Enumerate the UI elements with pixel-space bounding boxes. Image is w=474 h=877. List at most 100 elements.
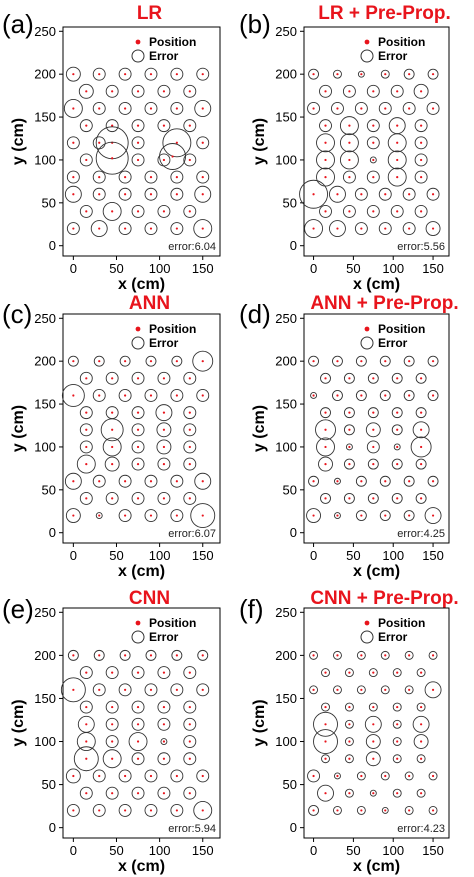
position-dot (201, 688, 204, 691)
position-dot (396, 377, 399, 380)
error-circle (415, 407, 427, 419)
error-circle (183, 371, 197, 385)
error-circle (334, 772, 341, 780)
y-tick-label: 50 (283, 777, 297, 792)
position-dot (336, 227, 339, 230)
position-dot (136, 445, 140, 449)
error-circle (183, 752, 197, 766)
error-circle (414, 170, 428, 184)
position-dot (149, 774, 153, 778)
error-circle (412, 421, 430, 439)
error-circle (344, 754, 354, 764)
position-dot (111, 792, 114, 795)
position-dot (312, 654, 315, 657)
position-dot (124, 107, 127, 110)
y-tick-label: 100 (34, 734, 56, 749)
position-dot (201, 193, 204, 196)
error-circle (380, 685, 390, 695)
error-circle (364, 715, 382, 733)
error-circle (100, 418, 124, 442)
y-tick-label: 50 (283, 482, 297, 497)
error-circle (118, 222, 132, 236)
position-dot (85, 792, 88, 795)
position-dot (85, 705, 88, 709)
axes-frame (303, 26, 450, 257)
error-circle (157, 204, 171, 218)
position-dot (372, 377, 375, 380)
error-circle (92, 102, 106, 115)
error-circle (427, 475, 439, 487)
y-tick-label: 50 (42, 195, 56, 210)
legend-position-label: Position (378, 35, 425, 49)
error-circle (319, 84, 332, 98)
error-circle (144, 187, 158, 201)
position-dot (162, 210, 166, 213)
error-circle (369, 789, 377, 797)
error-circle (355, 390, 367, 401)
error-circle (156, 422, 172, 438)
error-circle (309, 685, 319, 695)
error-circle (183, 457, 197, 471)
error-circle (157, 84, 171, 98)
position-dot (85, 124, 88, 127)
error-circle (368, 668, 378, 678)
x-tick-label: 0 (310, 548, 317, 563)
y-tick-label: 100 (275, 152, 297, 167)
position-dot (124, 175, 127, 179)
position-dot (336, 73, 339, 76)
y-axis-label: y (cm) (251, 405, 268, 452)
y-tick-label: 250 (34, 311, 56, 326)
position-dot (188, 210, 191, 213)
legend-position-label: Position (149, 35, 196, 49)
error-circle (183, 406, 197, 420)
error-circle (190, 503, 216, 529)
error-circle (365, 751, 381, 767)
error-circle (339, 133, 359, 153)
error-circle (392, 737, 402, 746)
position-dot (171, 155, 174, 158)
position-dot (149, 480, 153, 483)
position-dot (348, 705, 351, 709)
error-circle (366, 170, 380, 184)
error-circle (131, 786, 145, 800)
error-circle (193, 800, 213, 820)
y-tick-label: 100 (275, 439, 297, 454)
position-dot (336, 809, 339, 812)
error-circle (333, 805, 342, 815)
position-dot (111, 124, 114, 127)
error-circle (183, 666, 197, 680)
position-dot (136, 671, 140, 674)
position-dot (162, 792, 166, 795)
error-circle (118, 474, 132, 488)
y-tick-label: 100 (34, 439, 56, 454)
error-circle (310, 392, 318, 399)
error-circle (170, 683, 184, 697)
y-tick-label: 250 (275, 311, 297, 326)
error-circle (162, 128, 192, 158)
error-circle (131, 491, 145, 505)
error-circle (343, 372, 355, 384)
position-dot (201, 107, 204, 110)
position-dot (124, 394, 127, 397)
position-dot (98, 480, 101, 483)
position-dot (420, 671, 423, 674)
error-circle (404, 805, 414, 815)
error-circle (160, 738, 168, 745)
position-dot (372, 445, 375, 449)
legend-position-marker (135, 620, 141, 626)
legend-error-label: Error (149, 630, 179, 644)
error-circle (196, 389, 210, 402)
position-dot (420, 90, 423, 93)
position-dot (175, 394, 178, 397)
position-dot (111, 740, 114, 743)
position-dot (420, 158, 423, 162)
error-circle (131, 717, 145, 731)
error-circle (334, 477, 341, 485)
error-circle (183, 786, 197, 800)
position-dot (85, 462, 88, 466)
error-circle (391, 407, 403, 419)
error-circle (92, 803, 106, 817)
position-dot (162, 497, 166, 500)
panel-letter: (a) (2, 9, 34, 39)
position-dot (201, 227, 204, 230)
